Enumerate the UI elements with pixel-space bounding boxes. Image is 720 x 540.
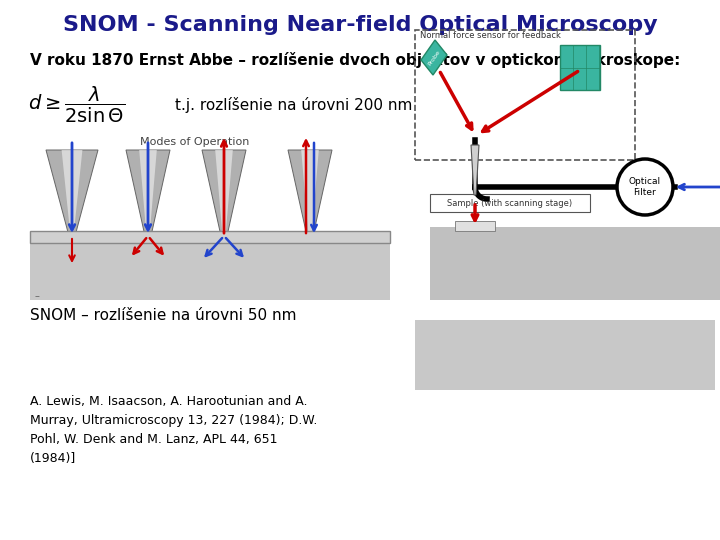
Polygon shape — [202, 150, 246, 236]
Bar — [415, 30, 635, 160]
Bar — [560, 45, 600, 90]
Text: V roku 1870 Ernst Abbe – rozlíšenie dvoch objektov v optickom mikroskope:: V roku 1870 Ernst Abbe – rozlíšenie dvoc… — [30, 52, 680, 68]
Text: A. Lewis, M. Isaacson, A. Harootunian and A.
Murray, Ultramicroscopy 13, 227 (19: A. Lewis, M. Isaacson, A. Harootunian an… — [30, 395, 318, 465]
Polygon shape — [301, 150, 319, 236]
Polygon shape — [421, 40, 447, 75]
Circle shape — [617, 159, 673, 215]
Bar — [415, 320, 715, 390]
Bar — [30, 231, 390, 243]
Bar — [455, 221, 495, 231]
Bar — [30, 243, 390, 300]
Polygon shape — [126, 150, 170, 236]
Text: –: – — [35, 291, 40, 301]
Text: $d \geq \dfrac{\lambda}{2\sin\Theta}$: $d \geq \dfrac{\lambda}{2\sin\Theta}$ — [28, 85, 125, 125]
Bar — [430, 194, 590, 212]
Text: Probe: Probe — [427, 49, 441, 67]
Text: SNOM - Scanning Near-field Optical Microscopy: SNOM - Scanning Near-field Optical Micro… — [63, 15, 657, 35]
Polygon shape — [215, 150, 233, 236]
Polygon shape — [288, 150, 332, 236]
Polygon shape — [46, 150, 98, 236]
Bar — [430, 227, 720, 300]
Polygon shape — [471, 145, 479, 195]
Text: Modes of Operation: Modes of Operation — [140, 137, 250, 147]
Text: Optical
Filter: Optical Filter — [629, 177, 661, 197]
Text: t.j. rozlíšenie na úrovni 200 nm: t.j. rozlíšenie na úrovni 200 nm — [175, 97, 413, 113]
Polygon shape — [62, 150, 82, 236]
Text: Sample (with scanning stage): Sample (with scanning stage) — [447, 199, 572, 207]
Text: Normal force sensor for feedback: Normal force sensor for feedback — [420, 30, 561, 39]
Polygon shape — [139, 150, 157, 236]
Text: NRD: NRD — [561, 51, 580, 59]
Text: SNOM – rozlíšenie na úrovni 50 nm: SNOM – rozlíšenie na úrovni 50 nm — [30, 307, 297, 322]
